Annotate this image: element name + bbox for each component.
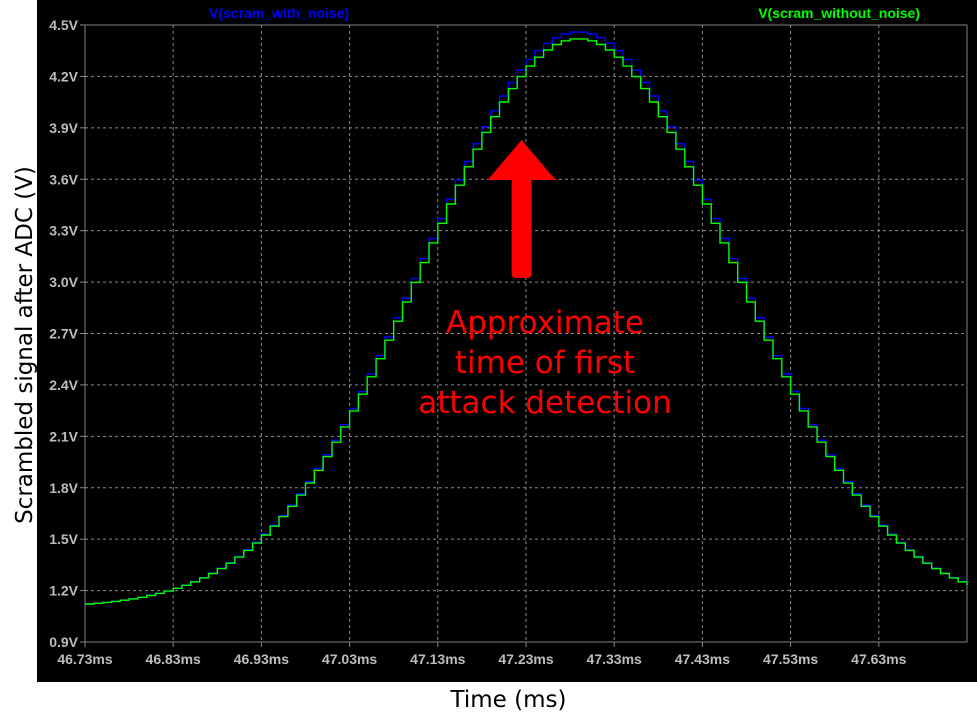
x-tick-label: 47.43ms (675, 651, 730, 667)
y-axis-title: Scrambled signal after ADC (V) (12, 166, 38, 524)
series-lines (85, 31, 968, 605)
y-tick-label: 3.6V (49, 171, 78, 187)
y-tick-label: 4.5V (49, 17, 78, 33)
annotation-text-line: attack detection (418, 385, 672, 421)
x-tick-labels: 46.73ms 46.83ms 46.93ms 47.03ms 47.13ms 47.23… (57, 651, 906, 667)
x-tick-label: 47.33ms (587, 651, 642, 667)
x-tick-label: 46.83ms (146, 651, 201, 667)
annotation: Approximate time of first attack detection (418, 140, 672, 421)
x-tick-label: 47.63ms (851, 651, 906, 667)
y-tick-label: 4.2V (49, 68, 78, 84)
y-tick-label: 1.2V (49, 583, 78, 599)
legend-entry: V(scram_without_noise) (758, 5, 920, 21)
x-tick-label: 46.93ms (234, 651, 289, 667)
annotation-text-line: time of first (455, 345, 635, 381)
x-tick-label: 47.03ms (322, 651, 377, 667)
legend-entry: V(scram_with_noise) (209, 5, 349, 21)
x-tick-label: 46.73ms (57, 651, 112, 667)
y-tick-label: 3.3V (49, 223, 78, 239)
y-tick-label: 1.8V (49, 480, 78, 496)
legend: V(scram_with_noise) V(scram_without_noise… (209, 5, 920, 21)
x-tick-label: 47.53ms (763, 651, 818, 667)
x-tick-label: 47.13ms (410, 651, 465, 667)
series-line (85, 38, 968, 605)
y-tick-label: 2.1V (49, 428, 78, 444)
annotation-arrow-shaft (511, 178, 532, 278)
annotation-text-line: Approximate (446, 305, 644, 341)
x-tick-label: 47.23ms (498, 651, 553, 667)
annotation-arrow-head (487, 140, 556, 180)
y-tick-labels: 0.9V 1.2V 1.5V 1.8V 2.1V 2.4V 2.7V 3.0V 3.3V 3.6V… (49, 17, 78, 650)
y-tick-label: 3.9V (49, 120, 78, 136)
y-tick-label: 3.0V (49, 274, 78, 290)
y-tick-label: 1.5V (49, 531, 78, 547)
y-tick-label: 0.9V (49, 634, 78, 650)
x-axis-title: Time (ms) (450, 687, 567, 713)
y-tick-label: 2.4V (49, 377, 78, 393)
y-tick-label: 2.7V (49, 326, 78, 342)
chart-background (37, 0, 977, 682)
